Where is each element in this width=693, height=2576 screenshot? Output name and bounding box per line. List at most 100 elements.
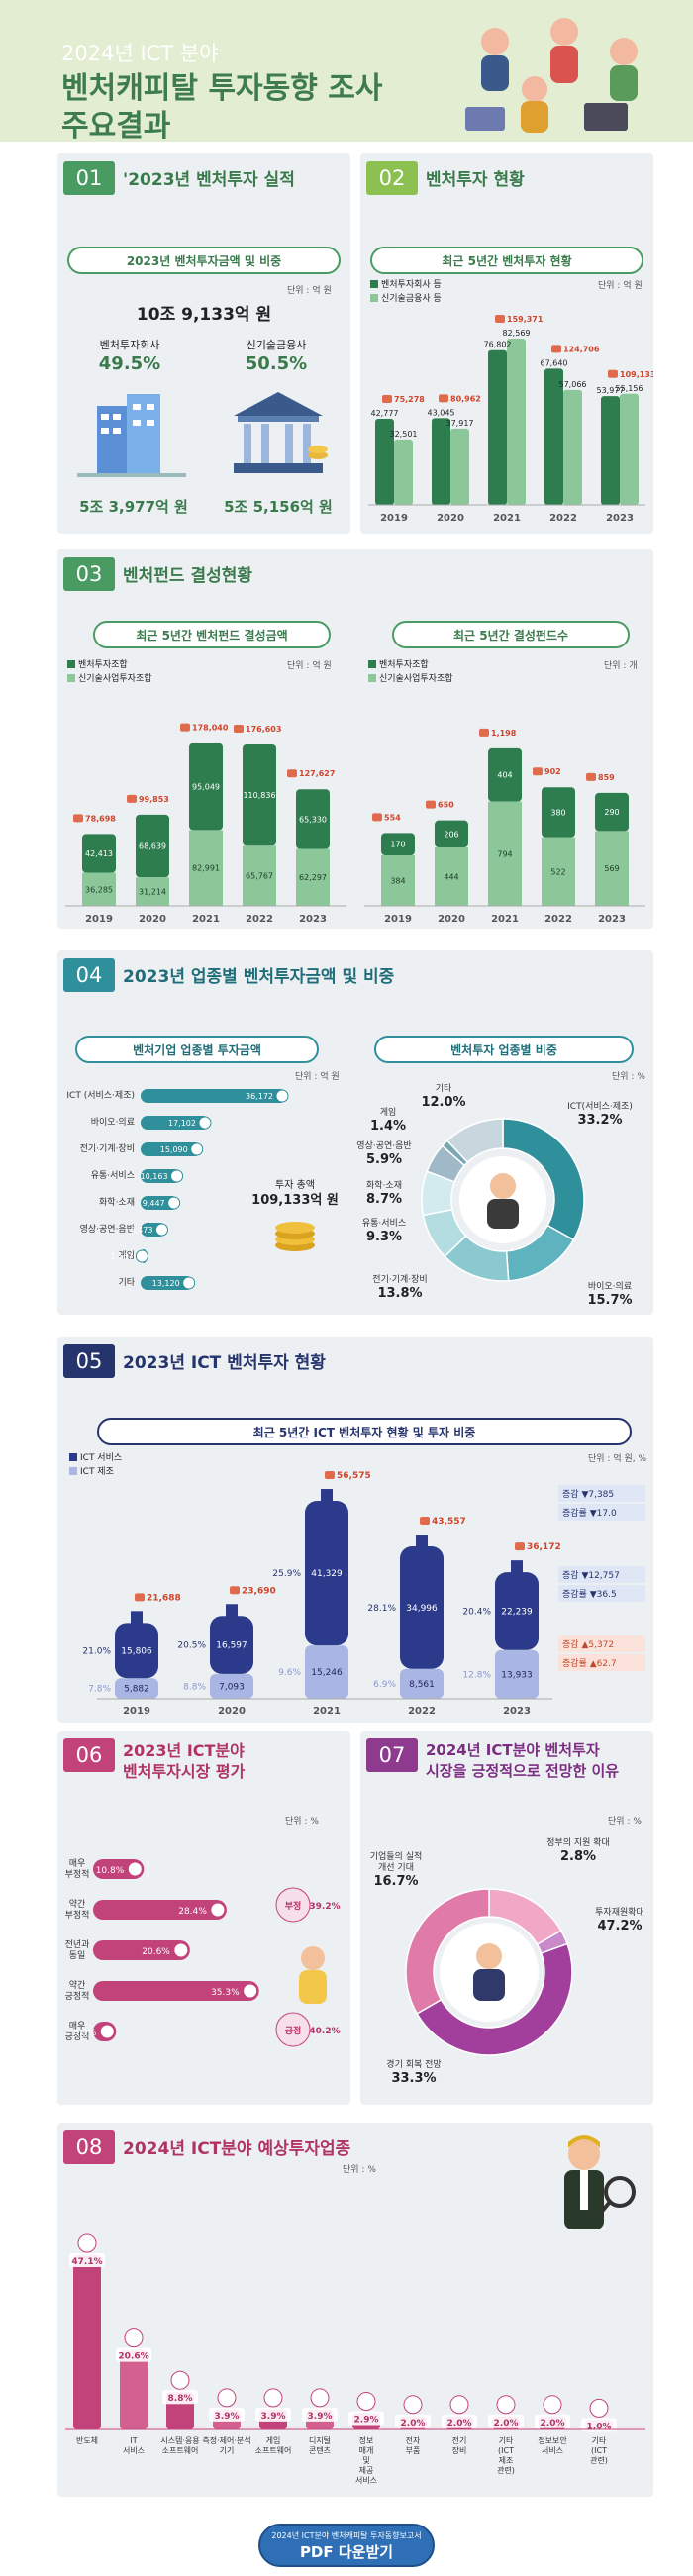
change-label: 증감	[562, 1571, 579, 1581]
x-tick-label: 기타	[592, 2436, 607, 2445]
total-tag-icon	[234, 724, 244, 733]
total-label: 124,706	[563, 345, 600, 353]
legend-label: 신기술사업투자조합	[78, 674, 152, 684]
face-icon	[127, 1861, 143, 1877]
section-title: 벤처투자 현황	[426, 170, 525, 190]
bar-2020-s1	[435, 820, 468, 848]
slice-label: 화학·소재	[366, 1180, 402, 1191]
value-label: 444	[444, 873, 458, 882]
value-label: 62,297	[299, 873, 327, 882]
x-tick-label: 2023	[503, 1706, 531, 1717]
pdf-download-button[interactable]: 2024년 ICT분야 벤처캐피탈 투자동향보고서 PDF 다운받기	[258, 2524, 435, 2567]
slice-value: 13.8%	[377, 1286, 422, 1301]
header-title: 벤처캐피탈 투자동향 조사	[61, 71, 383, 106]
x-tick-label: 2019	[123, 1706, 150, 1717]
value-label: 22,239	[501, 1607, 533, 1617]
slice-value: 33.2%	[577, 1113, 622, 1128]
value-bg	[116, 2347, 151, 2362]
legend-item: 신기술사업투자조합	[67, 672, 152, 686]
y-tick-label: 약간	[69, 1979, 86, 1991]
bar-2020-s1	[432, 418, 450, 505]
industry-icon	[263, 2388, 283, 2408]
change-value: ▼36.5	[589, 1590, 617, 1600]
pdf-button-caption: 2024년 ICT분야 벤처캐피탈 투자동향보고서	[271, 2531, 422, 2540]
value-label: 82,569	[503, 329, 531, 338]
slice-label: 전기·기계·장비	[372, 1273, 427, 1285]
value-bg	[162, 2390, 198, 2405]
value-label: 95,049	[192, 783, 220, 792]
change-table-manuf: 증감 ▲5,372 증감률 ▲62.7	[558, 1635, 645, 1671]
bar-2022-s2	[243, 845, 276, 906]
face-icon	[99, 2024, 115, 2039]
total-label: 176,603	[246, 725, 281, 734]
man-illustration	[476, 1943, 502, 1969]
fund-amount-chart: 36,285 42,413 78,698 2019 31,214 68,639 99,853…	[65, 723, 346, 925]
woman-illustration	[301, 1946, 325, 1970]
section-number: 06	[63, 1738, 115, 1772]
share-label: 6.9%	[373, 1680, 396, 1690]
change-label: 증감	[562, 1640, 579, 1650]
fin-amount: 5조 5,156억 원	[224, 498, 333, 516]
x-tick-label: 소프트웨어	[162, 2445, 199, 2455]
industry-icon	[124, 2328, 144, 2348]
bar-2019-s2	[82, 872, 116, 906]
header-subtitle: 주요결과	[61, 109, 171, 144]
bar-2020-s2	[450, 428, 469, 505]
x-tick-label: 2020	[139, 914, 166, 925]
bar-0	[73, 2255, 101, 2429]
value-label: 3.9%	[261, 2412, 286, 2422]
slice-label: 유통·서비스	[362, 1218, 406, 1229]
neg-value: 39.2%	[309, 1902, 340, 1912]
bar-2023-s1	[296, 789, 330, 849]
industry-icon	[449, 2395, 469, 2415]
x-tick-label: 디지털	[309, 2435, 331, 2445]
bar-neck	[131, 1611, 143, 1626]
change-value: ▲5,372	[581, 1640, 615, 1650]
bar-2019-service	[115, 1623, 158, 1679]
value-bg	[69, 2253, 105, 2267]
slice-label: 게임	[380, 1106, 397, 1118]
industry-icon	[403, 2395, 423, 2415]
subheader: 최근 5년간 ICT 벤처투자 현황 및 투자 비중	[97, 1418, 632, 1445]
total-tag-icon	[180, 723, 190, 732]
value-label: 2.0%	[447, 2419, 472, 2428]
value-label: 522	[550, 867, 565, 876]
bar-2022-manuf	[400, 1668, 444, 1699]
total-tag-icon	[382, 394, 392, 403]
won-icon	[275, 1089, 289, 1103]
legend-item: 신기술사업투자조합	[368, 672, 453, 686]
bar-2023-service	[495, 1572, 539, 1650]
header-banner: 2024년 ICT 분야 벤처캐피탈 투자동향 조사 주요결과	[0, 0, 693, 144]
x-tick-label: 2020	[218, 1706, 246, 1717]
y-tick-label: 긍정적	[65, 2031, 90, 2042]
y-tick-label: 기타	[118, 1277, 135, 1288]
legend-item: 벤처투자조합	[67, 658, 152, 672]
slice-value: 9.3%	[366, 1230, 402, 1244]
slice-label: 영상·공연·음반	[356, 1140, 411, 1151]
neg-badge	[275, 1887, 311, 1923]
value-label: 47.1%	[71, 2257, 102, 2267]
section-title: '2023년 벤처투자 실적	[123, 170, 295, 190]
slice-value: 2.8%	[560, 1849, 596, 1864]
industry-icon	[356, 2392, 376, 2412]
unit-label-left: 단위 : 억 원	[295, 1072, 340, 1082]
change-value: ▲62.7	[589, 1659, 617, 1669]
total-label: 109,133	[620, 370, 653, 379]
legend-item: ICT 서비스	[69, 1451, 122, 1465]
value-label: 380	[550, 808, 565, 817]
value-label: 20.6%	[118, 2352, 148, 2362]
slice-value: 16.7%	[373, 1874, 418, 1889]
legend-label: 벤처투자회사 등	[381, 280, 442, 290]
slice-label: ICT(서비스·제조)	[567, 1101, 633, 1112]
slice-label: 바이오·의료	[588, 1281, 632, 1292]
share-label: 7.8%	[88, 1685, 111, 1695]
value-label: 8,561	[409, 1680, 435, 1690]
slice-value: 1.4%	[370, 1119, 406, 1134]
bar-2020-s1	[136, 814, 169, 878]
bar-1	[141, 1116, 210, 1130]
vc-label: 벤처투자회사	[99, 339, 160, 351]
value-label: 17,102	[168, 1119, 196, 1128]
value-label: 1,567	[111, 1252, 134, 1261]
total-label: 75,278	[394, 395, 425, 404]
value-bg	[302, 2407, 338, 2422]
